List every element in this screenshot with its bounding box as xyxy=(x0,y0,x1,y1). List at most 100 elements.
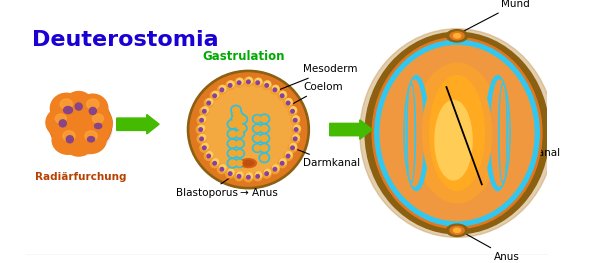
Ellipse shape xyxy=(237,81,241,84)
Ellipse shape xyxy=(237,160,242,166)
Ellipse shape xyxy=(261,155,268,161)
Ellipse shape xyxy=(239,116,246,122)
Ellipse shape xyxy=(202,107,208,113)
Ellipse shape xyxy=(293,116,299,122)
Ellipse shape xyxy=(491,80,509,186)
Ellipse shape xyxy=(206,99,212,105)
Ellipse shape xyxy=(235,159,244,168)
Ellipse shape xyxy=(228,169,234,175)
Ellipse shape xyxy=(294,125,300,131)
Ellipse shape xyxy=(204,99,213,107)
Ellipse shape xyxy=(212,159,219,165)
Ellipse shape xyxy=(199,128,202,131)
Ellipse shape xyxy=(235,172,244,181)
Ellipse shape xyxy=(237,124,247,133)
Ellipse shape xyxy=(263,81,271,90)
Ellipse shape xyxy=(450,226,464,234)
Text: Darmkanal: Darmkanal xyxy=(267,138,360,168)
Ellipse shape xyxy=(261,135,268,141)
Text: Deuterostomia: Deuterostomia xyxy=(32,30,218,50)
Ellipse shape xyxy=(278,91,287,100)
Ellipse shape xyxy=(286,152,292,158)
Ellipse shape xyxy=(291,134,300,143)
Ellipse shape xyxy=(253,124,262,133)
Ellipse shape xyxy=(227,158,238,168)
Ellipse shape xyxy=(407,84,415,183)
Ellipse shape xyxy=(273,165,279,171)
Ellipse shape xyxy=(199,116,205,122)
Ellipse shape xyxy=(447,224,468,236)
Ellipse shape xyxy=(202,109,206,113)
Ellipse shape xyxy=(207,154,211,158)
Ellipse shape xyxy=(199,134,205,141)
Ellipse shape xyxy=(237,131,242,137)
Ellipse shape xyxy=(231,109,242,119)
Ellipse shape xyxy=(264,81,271,87)
Ellipse shape xyxy=(291,146,294,150)
Text: Radiärfurchung: Radiärfurchung xyxy=(35,172,126,182)
Ellipse shape xyxy=(408,86,414,180)
Ellipse shape xyxy=(291,125,300,134)
Text: Blastoporus: Blastoporus xyxy=(176,170,242,198)
Ellipse shape xyxy=(246,77,253,84)
Ellipse shape xyxy=(66,136,73,143)
Ellipse shape xyxy=(213,94,217,98)
Ellipse shape xyxy=(404,75,429,190)
Ellipse shape xyxy=(265,172,268,175)
Ellipse shape xyxy=(232,118,242,127)
FancyArrow shape xyxy=(117,114,159,134)
Ellipse shape xyxy=(202,143,208,150)
Ellipse shape xyxy=(227,149,238,158)
Ellipse shape xyxy=(293,118,297,122)
FancyBboxPatch shape xyxy=(25,22,548,256)
Ellipse shape xyxy=(450,32,464,40)
Ellipse shape xyxy=(202,85,294,174)
Ellipse shape xyxy=(237,78,243,84)
Ellipse shape xyxy=(206,152,212,158)
Ellipse shape xyxy=(273,168,277,171)
Ellipse shape xyxy=(212,91,219,98)
Ellipse shape xyxy=(259,134,270,143)
Ellipse shape xyxy=(244,77,253,86)
Ellipse shape xyxy=(253,172,262,181)
Ellipse shape xyxy=(210,91,219,100)
Ellipse shape xyxy=(244,173,253,182)
Ellipse shape xyxy=(254,116,260,122)
Ellipse shape xyxy=(207,101,211,105)
Ellipse shape xyxy=(233,116,239,122)
Ellipse shape xyxy=(50,95,112,153)
Text: Mund: Mund xyxy=(464,0,530,31)
Ellipse shape xyxy=(247,175,250,179)
Ellipse shape xyxy=(220,168,224,171)
Ellipse shape xyxy=(280,94,284,98)
Ellipse shape xyxy=(253,144,262,153)
Ellipse shape xyxy=(254,126,260,132)
Ellipse shape xyxy=(50,93,82,123)
Ellipse shape xyxy=(229,131,236,137)
Ellipse shape xyxy=(255,78,262,84)
Ellipse shape xyxy=(284,152,293,160)
Ellipse shape xyxy=(270,165,279,174)
Ellipse shape xyxy=(229,150,236,156)
Ellipse shape xyxy=(432,89,481,186)
Ellipse shape xyxy=(380,45,534,221)
Ellipse shape xyxy=(93,114,103,123)
Ellipse shape xyxy=(190,73,307,186)
FancyArrow shape xyxy=(330,120,372,139)
Ellipse shape xyxy=(284,99,293,107)
Ellipse shape xyxy=(188,70,309,189)
Ellipse shape xyxy=(430,75,484,190)
Ellipse shape xyxy=(94,123,101,129)
Ellipse shape xyxy=(202,146,206,150)
Ellipse shape xyxy=(76,127,106,153)
Ellipse shape xyxy=(234,120,240,125)
Ellipse shape xyxy=(256,81,260,84)
Ellipse shape xyxy=(55,114,67,123)
Ellipse shape xyxy=(259,153,270,163)
Ellipse shape xyxy=(365,32,549,234)
Text: Gastrulation: Gastrulation xyxy=(203,50,285,63)
Ellipse shape xyxy=(454,34,461,38)
Ellipse shape xyxy=(233,111,240,117)
Ellipse shape xyxy=(64,92,93,118)
Ellipse shape xyxy=(228,172,232,175)
